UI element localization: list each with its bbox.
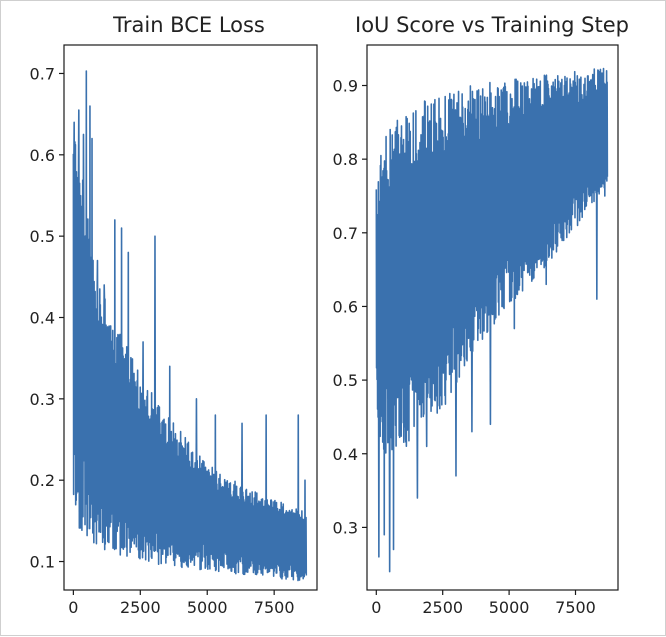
series-line <box>72 70 308 582</box>
series-train-bce-loss <box>72 70 308 582</box>
x-tick-label: 0 <box>68 598 78 617</box>
y-tick-label: 0.6 <box>333 297 358 316</box>
y-tick-label: 0.8 <box>333 150 358 169</box>
title-train-bce-loss: Train BCE Loss <box>112 13 265 37</box>
y-tick-label: 0.4 <box>30 309 55 328</box>
x-tick-label: 7500 <box>555 598 596 617</box>
x-tick-label: 2500 <box>422 598 463 617</box>
series-iou-score <box>375 67 609 573</box>
y-tick-label: 0.7 <box>333 224 358 243</box>
y-tick-label: 0.3 <box>333 518 358 537</box>
y-tick-label: 0.9 <box>333 77 358 96</box>
x-tick-label: 7500 <box>254 598 295 617</box>
y-tick-label: 0.1 <box>30 553 55 572</box>
x-tick-label: 5000 <box>489 598 530 617</box>
ticks-train-bce-loss: 0 2500 5000 7500 0.1 0.2 0.3 0.4 0.5 0.6 0.7 <box>30 64 295 617</box>
y-tick-label: 0.3 <box>30 390 55 409</box>
series-line <box>375 67 609 573</box>
panel-train-bce-loss: Train BCE Loss 0 2500 5000 7500 0.1 0.2 0.3 0.4… <box>30 13 318 617</box>
axes-frame-iou <box>366 44 619 591</box>
title-iou-score: IoU Score vs Training Step <box>355 13 629 37</box>
ticks-iou-score: 0 2500 5000 7500 0.3 0.4 0.5 0.6 0.7 0.8 0.9 <box>333 77 596 617</box>
y-tick-label: 0.6 <box>30 146 55 165</box>
y-tick-label: 0.5 <box>333 371 358 390</box>
x-tick-label: 0 <box>371 598 381 617</box>
x-tick-label: 2500 <box>120 598 161 617</box>
panel-iou-score: IoU Score vs Training Step 0 2500 5000 7500… <box>333 13 629 617</box>
y-tick-label: 0.7 <box>30 64 55 83</box>
y-tick-label: 0.4 <box>333 445 358 464</box>
y-tick-label: 0.2 <box>30 471 55 490</box>
y-tick-label: 0.5 <box>30 227 55 246</box>
x-tick-label: 5000 <box>187 598 228 617</box>
